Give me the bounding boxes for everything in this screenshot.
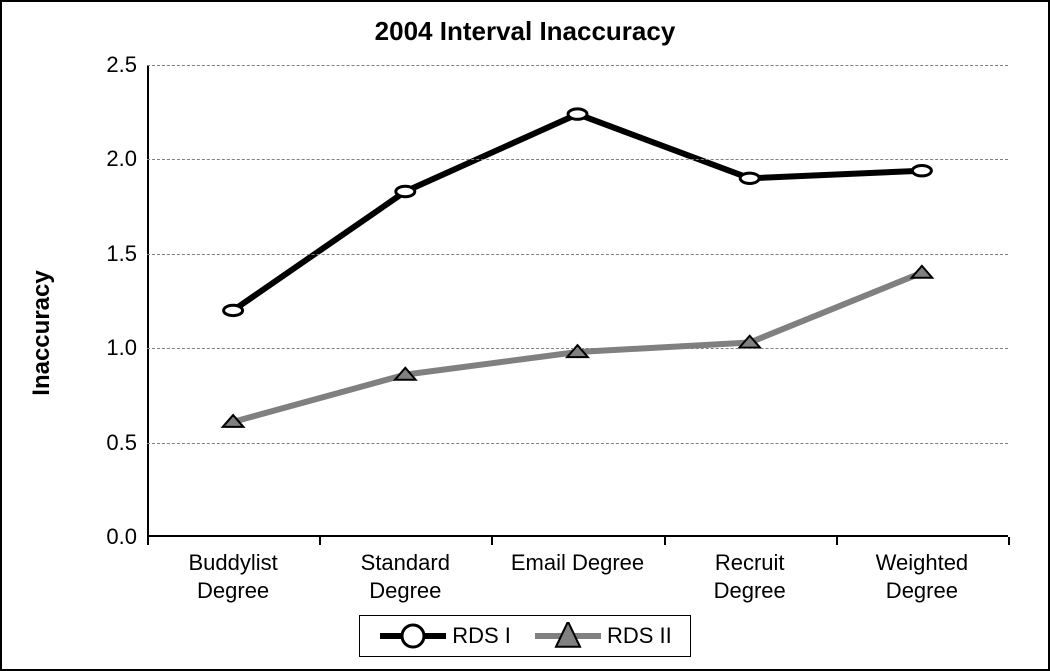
x-tick (319, 537, 321, 545)
chart-outer-frame: 2004 Interval Inaccuracy Inaccuracy 0.00… (0, 0, 1050, 671)
legend-label: RDS II (607, 623, 672, 649)
y-tick-label: 1.0 (106, 335, 147, 361)
y-tick-label: 2.0 (106, 146, 147, 172)
x-tick (1008, 537, 1010, 545)
legend-swatch (378, 622, 448, 650)
x-tick (664, 537, 666, 545)
gridline (147, 65, 1008, 66)
y-axis-label: Inaccuracy (28, 270, 56, 395)
x-category-label: Buddylist Degree (188, 549, 277, 604)
series-marker (568, 109, 587, 119)
y-tick-label: 2.5 (106, 52, 147, 78)
plot-svg (147, 65, 1008, 537)
gridline (147, 348, 1008, 349)
legend-label: RDS I (452, 623, 511, 649)
x-category-label: Recruit Degree (714, 549, 786, 604)
y-tick-label: 1.5 (106, 241, 147, 267)
series-marker (912, 166, 931, 176)
legend-swatch (533, 622, 603, 650)
gridline (147, 443, 1008, 444)
plot-inner: 0.00.51.01.52.02.5Buddylist DegreeStanda… (147, 65, 1008, 537)
chart-area: Inaccuracy 0.00.51.01.52.02.5Buddylist D… (22, 55, 1028, 611)
series-marker (740, 173, 759, 183)
gridline (147, 159, 1008, 160)
x-category-label: Email Degree (511, 549, 644, 577)
x-category-label: Standard Degree (361, 549, 450, 604)
series-marker (224, 305, 243, 315)
x-category-label: Weighted Degree (876, 549, 969, 604)
chart-title: 2004 Interval Inaccuracy (375, 16, 676, 47)
legend: RDS I RDS II (359, 615, 690, 657)
x-tick (147, 537, 149, 545)
series-line (233, 114, 922, 310)
gridline (147, 254, 1008, 255)
x-tick (491, 537, 493, 545)
y-tick-label: 0.5 (106, 430, 147, 456)
series-marker (912, 266, 933, 278)
legend-item: RDS I (378, 622, 511, 650)
x-tick (836, 537, 838, 545)
series-marker (396, 186, 415, 196)
y-tick-label: 0.0 (106, 524, 147, 550)
plot-frame: 0.00.51.01.52.02.5Buddylist DegreeStanda… (147, 65, 1008, 537)
legend-item: RDS II (533, 622, 672, 650)
